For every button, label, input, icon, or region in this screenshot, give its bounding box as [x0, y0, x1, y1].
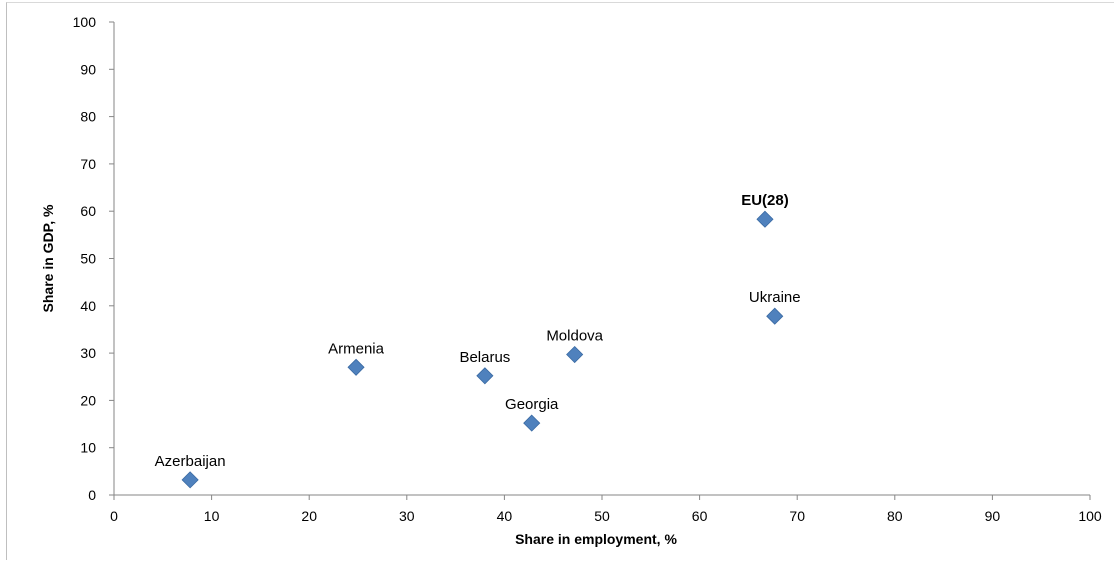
y-tick-label: 50: [80, 251, 96, 267]
data-point-label: Armenia: [328, 340, 385, 357]
x-tick-label: 30: [399, 508, 415, 524]
data-point-label: Georgia: [505, 396, 559, 413]
x-tick-label: 10: [204, 508, 220, 524]
data-point-marker: [181, 471, 199, 489]
x-tick-label: 50: [594, 508, 610, 524]
y-axis-ticks: 0 10 20 30 40 50 60 70 80 90 100: [73, 14, 114, 503]
x-tick-label: 60: [692, 508, 708, 524]
y-tick-label: 30: [80, 345, 96, 361]
x-tick-label: 20: [301, 508, 317, 524]
data-point-marker: [523, 414, 541, 432]
data-point-marker: [476, 367, 494, 385]
data-point-label: Ukraine: [749, 289, 801, 306]
y-tick-label: 20: [80, 392, 96, 408]
y-tick-label: 70: [80, 156, 96, 172]
y-tick-label: 90: [80, 61, 96, 77]
x-axis-title: Share in employment, %: [515, 531, 677, 547]
data-point-marker: [766, 307, 784, 325]
chart-frame: [6, 2, 1114, 560]
x-axis-ticks: 0 10 20 30 40 50 60 70 80 90 100: [110, 495, 1102, 524]
data-point-label: EU(28): [741, 192, 789, 209]
data-point-marker: [347, 358, 365, 376]
y-tick-label: 40: [80, 298, 96, 314]
x-tick-label: 100: [1078, 508, 1102, 524]
x-tick-label: 90: [985, 508, 1001, 524]
y-tick-label: 10: [80, 440, 96, 456]
y-tick-label: 100: [73, 14, 97, 30]
y-tick-label: 60: [80, 203, 96, 219]
data-point-label: Moldova: [546, 328, 603, 345]
data-point-marker: [566, 345, 584, 364]
x-tick-label: 40: [497, 508, 513, 524]
data-point-marker: [756, 210, 774, 228]
x-tick-label: 80: [887, 508, 903, 524]
data-point-label: Belarus: [459, 349, 510, 366]
x-tick-label: 0: [110, 508, 118, 524]
data-points: Azerbaijan Armenia Belarus Georgia Moldova EU…: [155, 192, 801, 489]
y-axis-title: Share in GDP, %: [40, 204, 56, 312]
data-point-label: Azerbaijan: [155, 453, 226, 470]
y-tick-label: 80: [80, 109, 96, 125]
y-tick-label: 0: [88, 487, 96, 503]
x-tick-label: 70: [789, 508, 805, 524]
